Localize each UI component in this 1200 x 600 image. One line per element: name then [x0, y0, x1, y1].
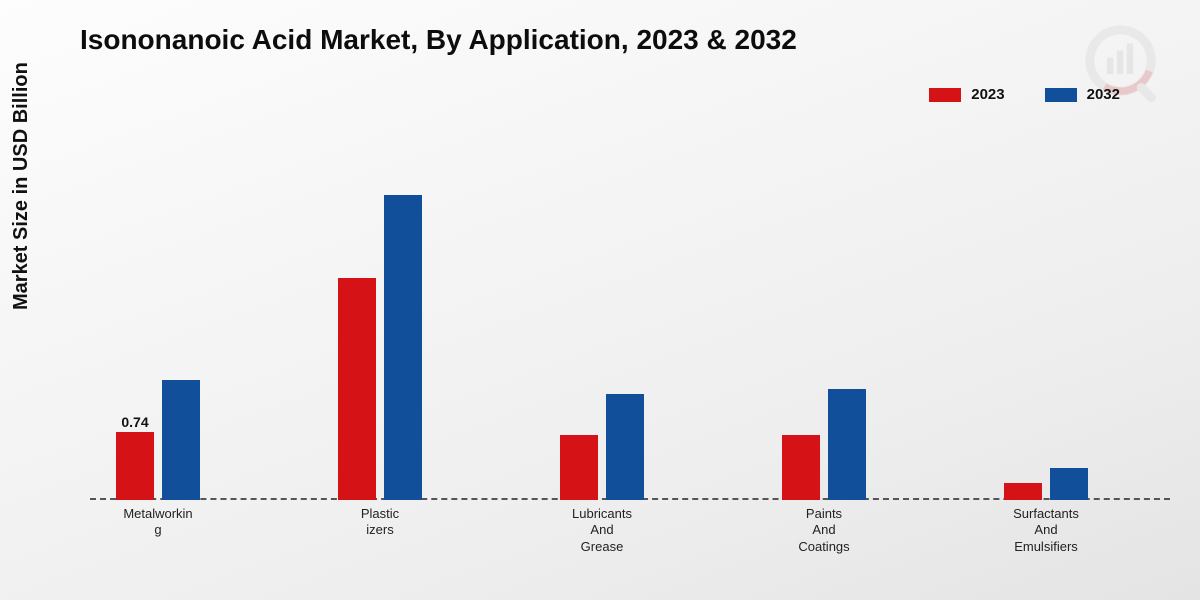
bar-2023	[1004, 483, 1042, 500]
bar-2023	[782, 435, 820, 500]
x-label: Paints And Coatings	[764, 506, 884, 555]
bar-value-label: 0.74	[116, 414, 154, 432]
legend: 2023 2032	[929, 86, 1120, 103]
legend-label-2023: 2023	[971, 86, 1004, 103]
legend-label-2032: 2032	[1087, 86, 1120, 103]
bar-2032	[828, 389, 866, 500]
bar-2032	[606, 394, 644, 500]
legend-swatch-2023	[929, 88, 961, 102]
plot-area: 0.74	[90, 130, 1170, 500]
x-axis-labels: Metalworkin g Plastic izers Lubricants A…	[90, 506, 1170, 566]
x-label: Surfactants And Emulsifiers	[986, 506, 1106, 555]
bar-2023: 0.74	[116, 432, 154, 500]
x-label: Plastic izers	[320, 506, 440, 539]
x-label: Lubricants And Grease	[542, 506, 662, 555]
bar-2032	[162, 380, 200, 500]
bar-2023	[338, 278, 376, 500]
chart-title: Isononanoic Acid Market, By Application,…	[80, 24, 797, 56]
chart-page: Isononanoic Acid Market, By Application,…	[0, 0, 1200, 600]
y-axis-label: Market Size in USD Billion	[10, 62, 33, 310]
legend-item-2023: 2023	[929, 86, 1004, 103]
bar-2032	[1050, 468, 1088, 500]
x-label: Metalworkin g	[98, 506, 218, 539]
bar-2023	[560, 435, 598, 500]
legend-swatch-2032	[1045, 88, 1077, 102]
legend-item-2032: 2032	[1045, 86, 1120, 103]
bar-2032	[384, 195, 422, 500]
